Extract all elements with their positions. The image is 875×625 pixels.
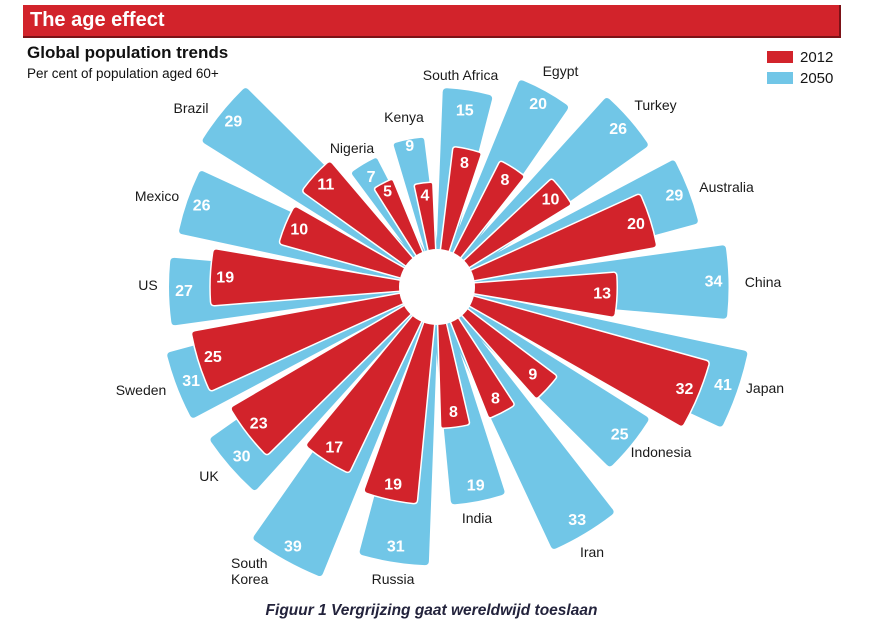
svg-text:20: 20 xyxy=(529,96,547,113)
svg-text:4: 4 xyxy=(421,187,430,204)
svg-text:10: 10 xyxy=(290,222,308,239)
svg-text:Japan: Japan xyxy=(746,380,784,396)
svg-text:26: 26 xyxy=(609,121,627,138)
svg-text:13: 13 xyxy=(593,286,611,303)
svg-text:25: 25 xyxy=(204,349,222,366)
svg-text:9: 9 xyxy=(528,366,537,383)
svg-text:US: US xyxy=(138,277,157,293)
svg-text:Russia: Russia xyxy=(372,571,415,587)
svg-text:China: China xyxy=(745,274,782,290)
svg-text:19: 19 xyxy=(467,478,485,495)
svg-text:31: 31 xyxy=(387,539,405,556)
svg-text:Australia: Australia xyxy=(699,179,754,195)
svg-text:31: 31 xyxy=(182,373,200,390)
svg-text:Mexico: Mexico xyxy=(135,188,180,204)
svg-text:25: 25 xyxy=(611,426,629,443)
svg-text:Indonesia: Indonesia xyxy=(631,444,692,460)
svg-text:Egypt: Egypt xyxy=(543,63,579,79)
svg-text:29: 29 xyxy=(666,187,684,204)
svg-text:Brazil: Brazil xyxy=(173,100,208,116)
svg-text:29: 29 xyxy=(225,114,243,131)
svg-text:Iran: Iran xyxy=(580,544,604,560)
svg-text:15: 15 xyxy=(456,103,474,120)
svg-text:9: 9 xyxy=(405,138,414,155)
svg-text:South: South xyxy=(231,555,268,571)
svg-text:8: 8 xyxy=(491,391,500,408)
svg-text:India: India xyxy=(462,510,493,526)
svg-text:32: 32 xyxy=(676,381,694,398)
svg-text:39: 39 xyxy=(284,539,302,556)
svg-text:41: 41 xyxy=(714,377,732,394)
svg-text:8: 8 xyxy=(449,404,458,421)
svg-text:UK: UK xyxy=(199,468,219,484)
svg-text:19: 19 xyxy=(216,269,234,286)
svg-text:Kenya: Kenya xyxy=(384,109,424,125)
svg-text:23: 23 xyxy=(250,415,268,432)
svg-text:Nigeria: Nigeria xyxy=(330,140,375,156)
svg-text:27: 27 xyxy=(175,283,193,300)
svg-text:20: 20 xyxy=(627,216,645,233)
svg-text:8: 8 xyxy=(460,155,469,172)
svg-text:17: 17 xyxy=(325,440,343,457)
svg-text:5: 5 xyxy=(383,184,392,201)
svg-text:Turkey: Turkey xyxy=(634,97,676,113)
svg-text:26: 26 xyxy=(193,197,211,214)
svg-text:South Africa: South Africa xyxy=(423,67,499,83)
svg-text:Korea: Korea xyxy=(231,571,269,587)
svg-text:10: 10 xyxy=(542,191,560,208)
svg-text:33: 33 xyxy=(568,512,586,529)
svg-text:8: 8 xyxy=(500,172,509,189)
svg-text:7: 7 xyxy=(367,169,376,186)
svg-text:34: 34 xyxy=(705,274,723,291)
svg-text:19: 19 xyxy=(384,477,402,494)
svg-text:Sweden: Sweden xyxy=(116,382,167,398)
svg-text:30: 30 xyxy=(233,448,251,465)
svg-text:11: 11 xyxy=(317,177,334,194)
